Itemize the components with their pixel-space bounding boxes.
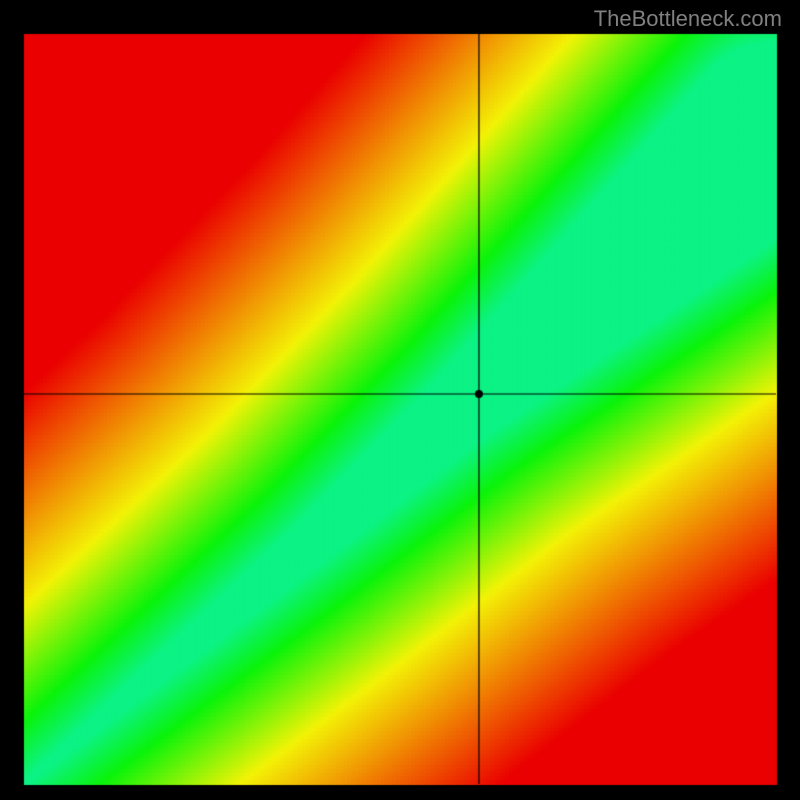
chart-container: TheBottleneck.com [0,0,800,800]
watermark-text: TheBottleneck.com [594,6,782,32]
bottleneck-heatmap [0,0,800,800]
